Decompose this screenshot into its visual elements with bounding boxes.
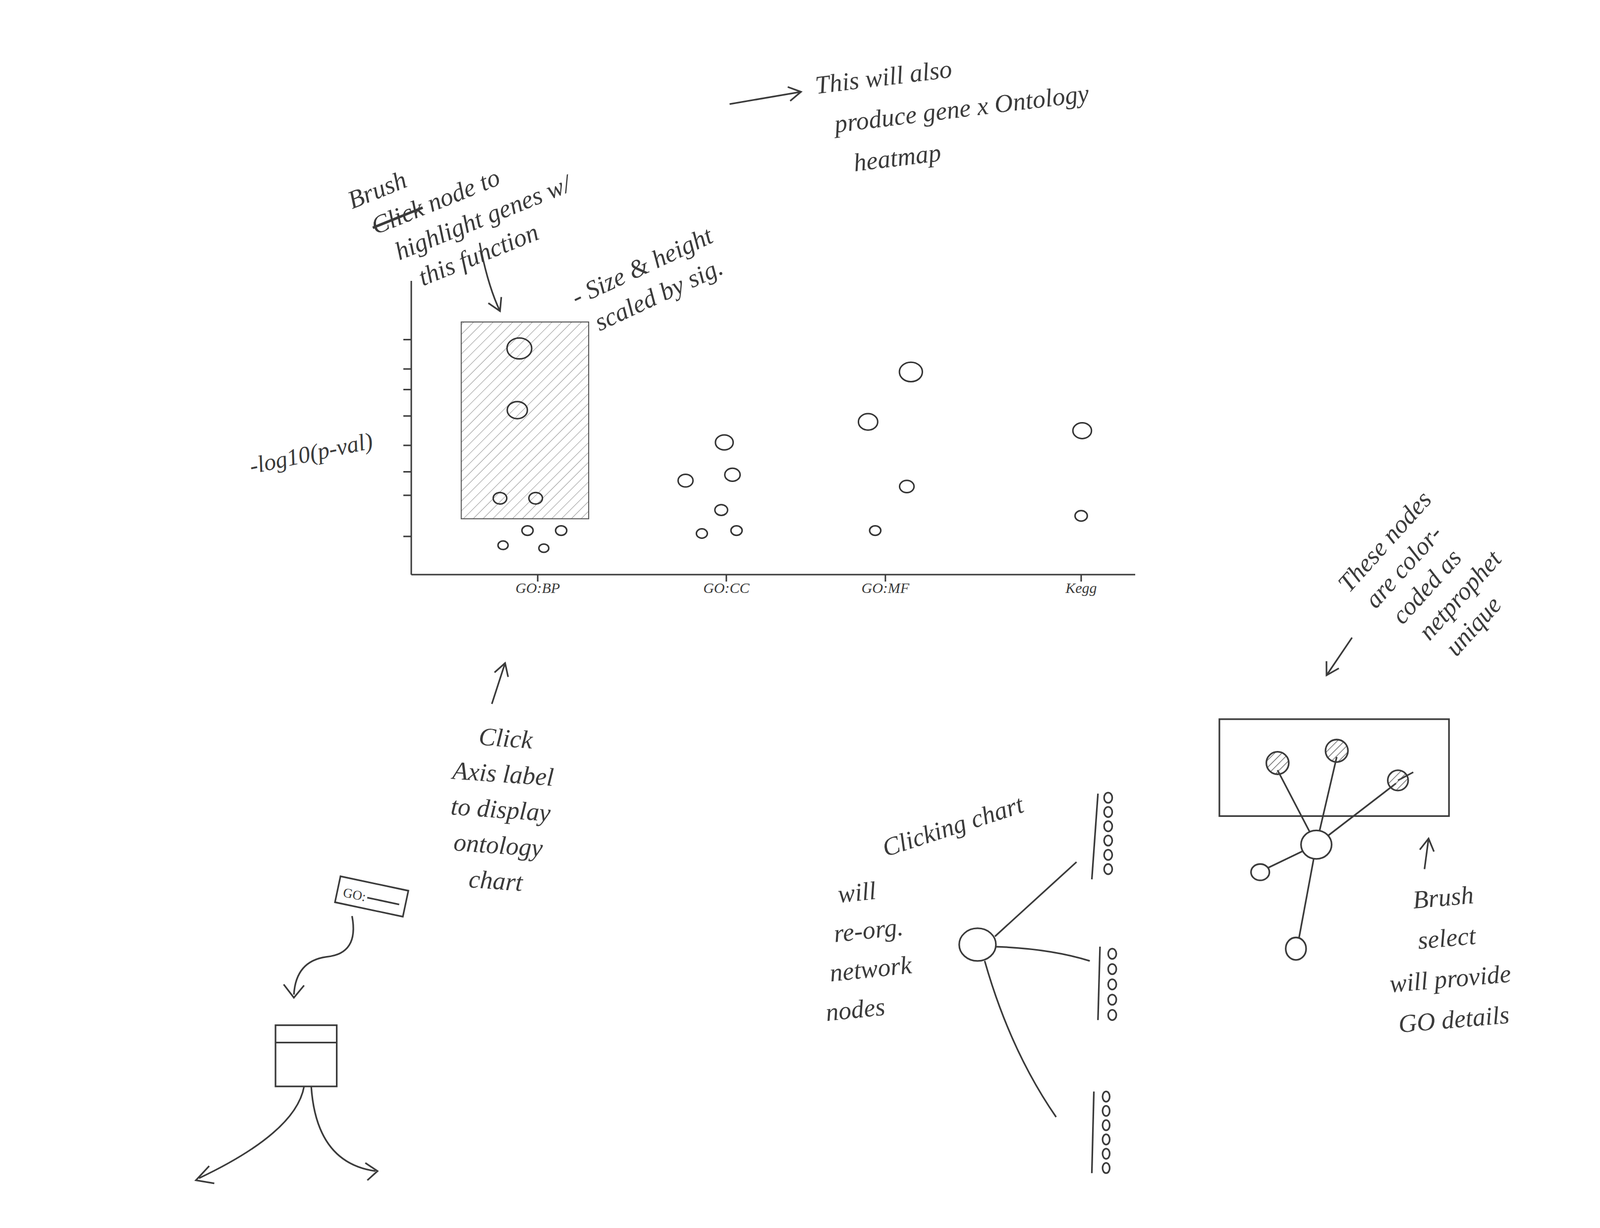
svg-text:ClickAxis labelto displayontol: ClickAxis labelto displayontologychart (442, 720, 558, 899)
svg-text:This will alsoproduce gene x O: This will alsoproduce gene x Ontologyhea… (813, 38, 1096, 181)
svg-text:Brushselectwill provideGO deta: Brushselectwill provideGO details (1381, 878, 1516, 1039)
svg-text:GO:CC: GO:CC (703, 579, 750, 597)
svg-text:-log10(p-val): -log10(p-val) (247, 427, 376, 479)
svg-text:Clicking chart: Clicking chart (878, 789, 1028, 863)
svg-text:Kegg: Kegg (1064, 579, 1097, 597)
svg-text:GO:BP: GO:BP (515, 579, 560, 597)
svg-text:These nodesare color-coded asn: These nodesare color-coded asnetprophetu… (1331, 483, 1531, 680)
svg-text:GO:MF: GO:MF (861, 579, 910, 597)
svg-text:willre-org.networknodes: willre-org.networknodes (812, 873, 918, 1027)
svg-text:- Size & heightscaled by sig.: - Size & heightscaled by sig. (566, 220, 732, 341)
svg-text:GO:: GO: (341, 884, 368, 905)
svg-text:BrushClick node tohighlight ge: BrushClick node tohighlight genes w/this… (343, 108, 590, 306)
